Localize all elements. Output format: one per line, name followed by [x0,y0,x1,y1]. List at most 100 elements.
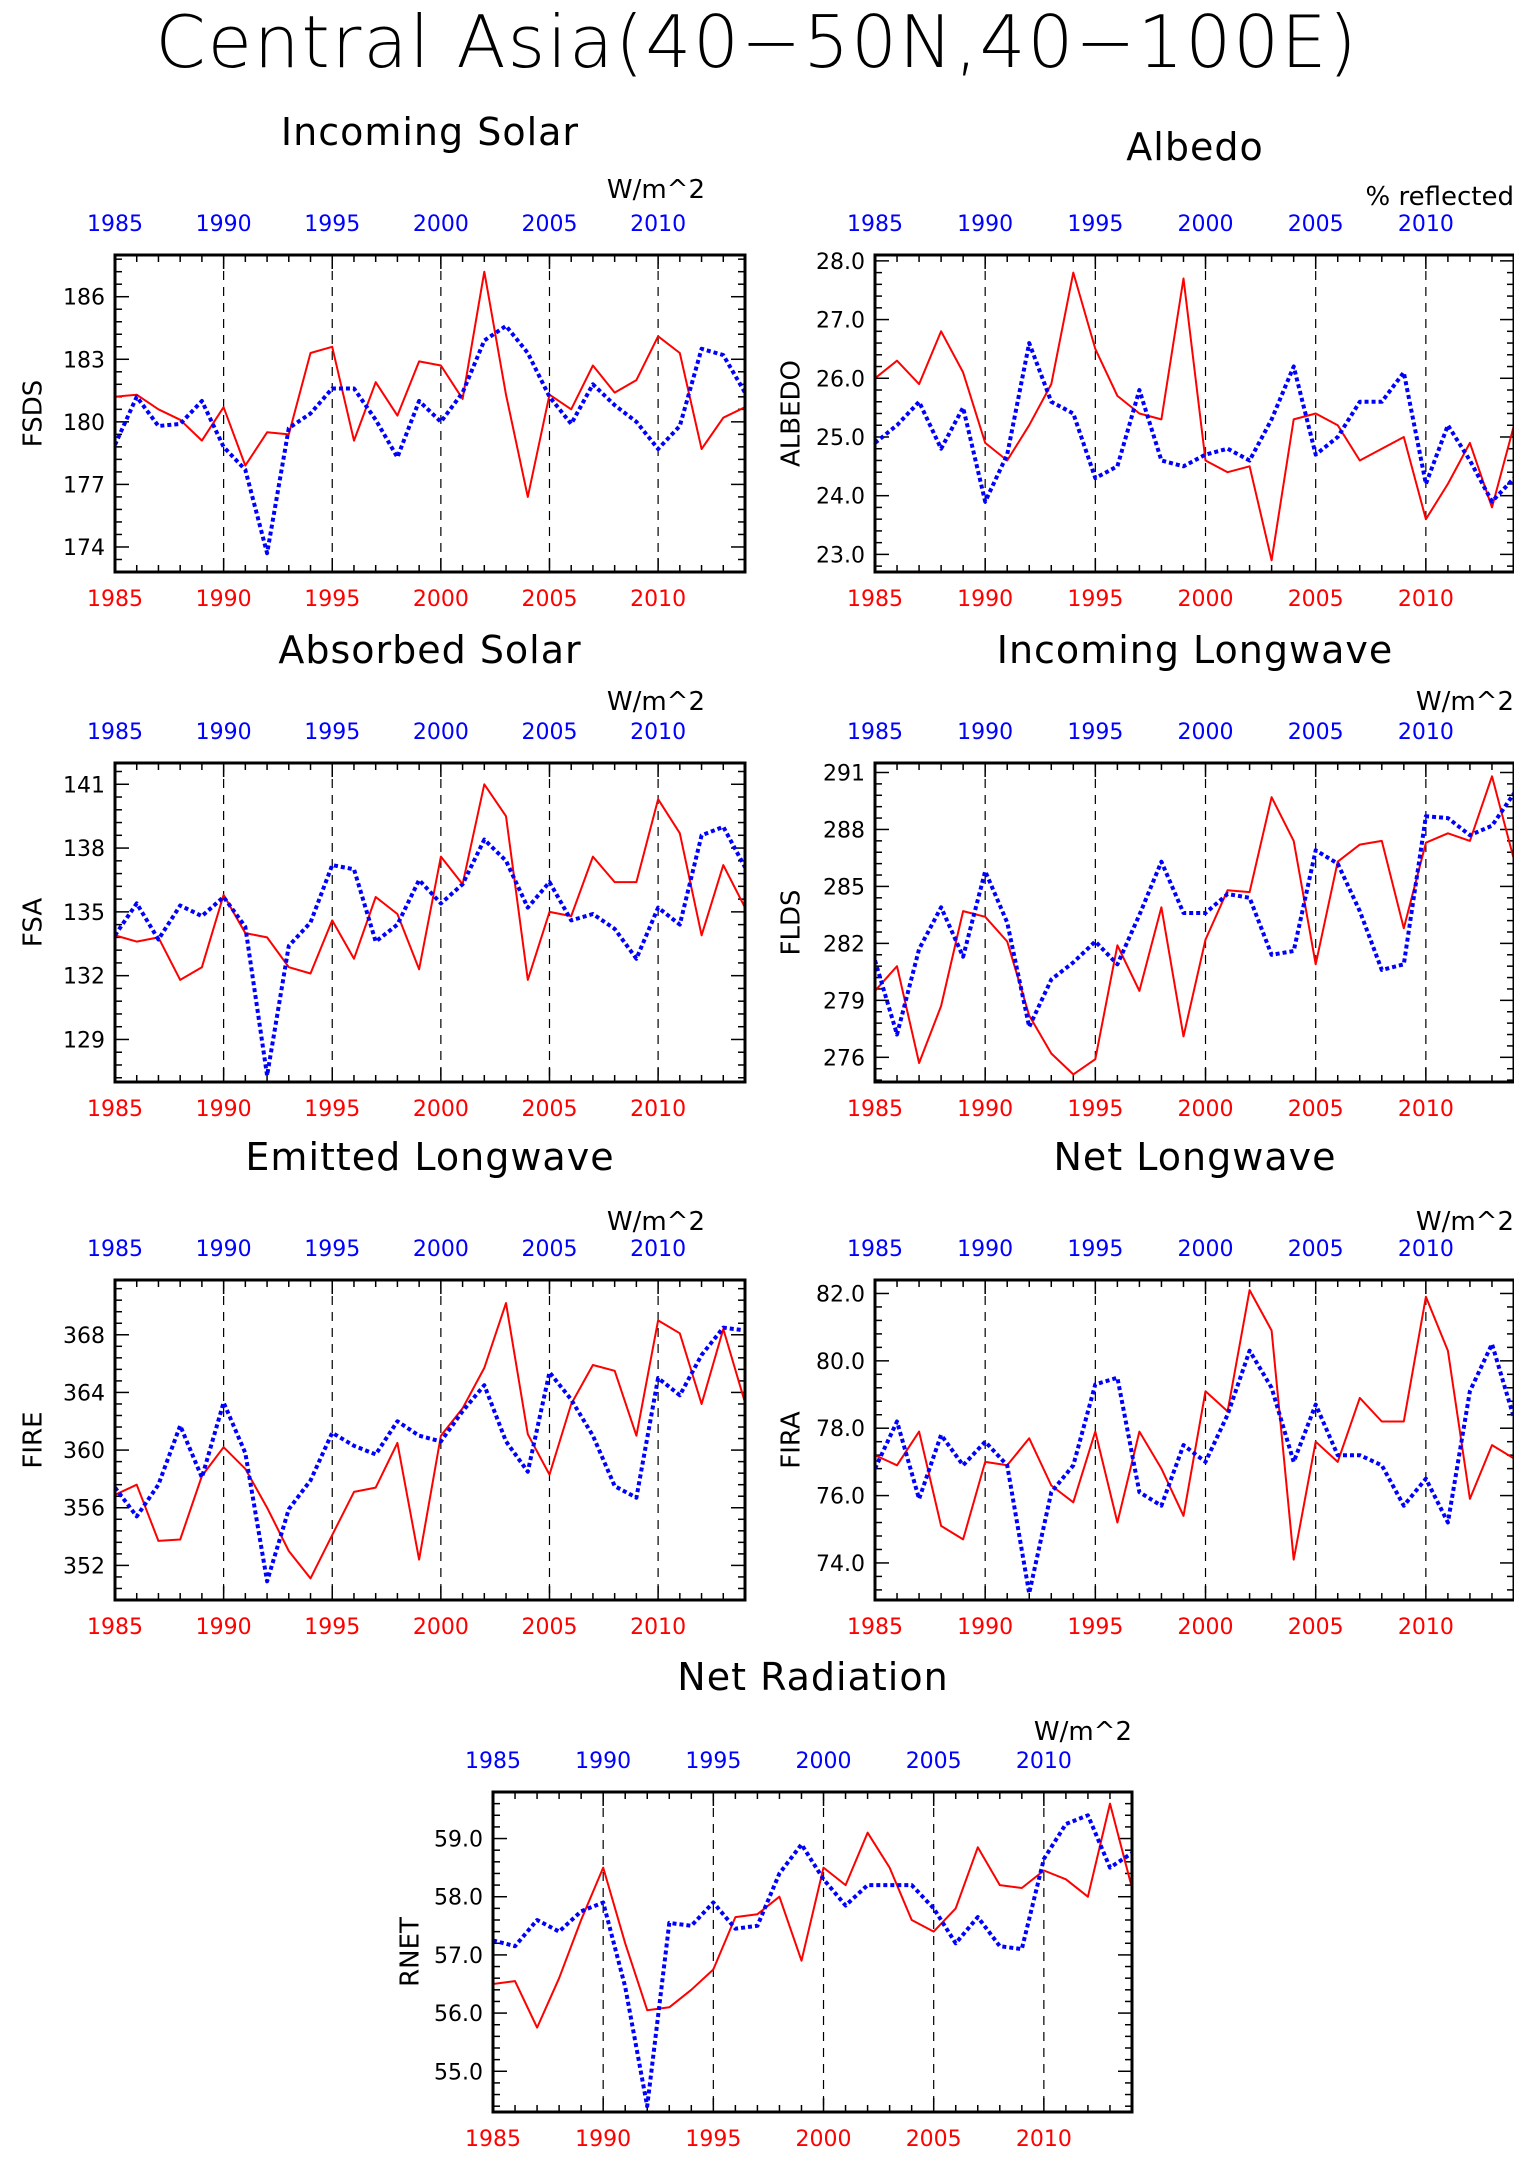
y-tick-label: 132 [63,965,105,990]
x-tick-label-bottom: 2000 [413,1097,469,1122]
x-tick-label-bottom: 1985 [87,1615,143,1640]
chart-title: Net Longwave [1054,1135,1337,1179]
units-label: W/m^2 [1416,1207,1514,1237]
x-tick-label-bottom: 2010 [630,587,686,612]
x-tick-label-top: 2005 [1288,720,1344,745]
x-tick-label-bottom: 1985 [465,2127,521,2152]
chart-panel-2: Albedo % reflected ALBEDO 1985 1985 1990 1990 1… [777,125,1514,612]
x-tick-label-top: 1990 [196,720,252,745]
y-tick-label: 276 [823,1046,865,1071]
x-tick-label-bottom: 1985 [87,1097,143,1122]
x-tick-label-top: 1990 [196,1237,252,1262]
x-tick-label-top: 2010 [630,1237,686,1262]
x-tick-label-top: 1990 [957,720,1013,745]
x-tick-label-top: 2000 [413,720,469,745]
x-tick-label-top: 2010 [1398,1237,1454,1262]
plot-frame [873,253,1514,574]
x-tick-label-bottom: 1995 [685,2127,741,2152]
units-label: W/m^2 [1034,1717,1132,1747]
x-tick-label-top: 2005 [521,720,577,745]
y-axis-label: FLDS [777,890,807,956]
units-label: W/m^2 [607,1207,705,1237]
plot-frame [113,1278,747,1602]
units-label: W/m^2 [607,175,705,205]
x-tick-label-top: 1985 [847,1237,903,1262]
x-tick-label-top: 2000 [796,1749,852,1774]
x-tick-label-top: 2000 [1178,1237,1234,1262]
units-label: % reflected [1366,182,1514,212]
x-tick-label-top: 2010 [630,212,686,237]
series-line-red [115,1302,745,1580]
x-tick-label-bottom: 2010 [1398,1615,1454,1640]
plot-frame [873,761,1514,1084]
series-line-blue [115,323,745,556]
y-axis-label: ALBEDO [777,360,807,467]
x-tick-label-top: 1995 [1067,1237,1123,1262]
x-tick-label-top: 2005 [521,212,577,237]
x-tick-label-top: 1995 [1067,720,1123,745]
y-axis-label: RNET [396,1917,426,1987]
x-tick-label-bottom: 1990 [196,587,252,612]
chart-title: Incoming Solar [281,110,579,154]
y-tick-label: 57.0 [434,1944,483,1969]
series-line-red [875,1289,1514,1561]
series-line-blue [115,1325,745,1584]
chart-panel-3: Absorbed Solar W/m^2 FSA 1985 1985 1990 1990 19… [19,628,747,1122]
y-tick-label: 368 [63,1324,105,1349]
x-tick-label-bottom: 2010 [1016,2127,1072,2152]
x-tick-label-top: 1990 [196,212,252,237]
x-tick-label-top: 2010 [1398,720,1454,745]
units-label: W/m^2 [1416,687,1514,717]
x-tick-label-bottom: 1995 [304,587,360,612]
y-axis-label: FIRE [19,1411,49,1468]
x-tick-label-bottom: 2005 [521,1615,577,1640]
x-tick-label-bottom: 2010 [630,1097,686,1122]
y-tick-label: 25.0 [816,426,865,451]
y-tick-label: 285 [823,875,865,900]
x-tick-label-bottom: 2010 [1398,1097,1454,1122]
x-tick-label-bottom: 2005 [521,1097,577,1122]
y-tick-label: 180 [63,411,105,436]
x-tick-label-top: 1985 [465,1749,521,1774]
x-tick-label-top: 1990 [957,212,1013,237]
series-line-blue [875,792,1514,1037]
x-tick-label-bottom: 1990 [196,1097,252,1122]
x-tick-label-bottom: 1990 [957,1097,1013,1122]
y-tick-label: 27.0 [816,309,865,334]
chart-title: Albedo [1126,125,1263,169]
chart-title: Incoming Longwave [997,628,1393,672]
x-tick-label-top: 2005 [1288,1237,1344,1262]
x-tick-label-bottom: 1990 [196,1615,252,1640]
plot-frame [873,1278,1514,1602]
x-tick-label-bottom: 1985 [847,1615,903,1640]
x-tick-label-top: 2000 [413,212,469,237]
plot-frame [113,761,747,1084]
y-tick-label: 59.0 [434,1828,483,1853]
series-line-red [875,775,1514,1076]
chart-title: Absorbed Solar [278,628,581,672]
y-tick-label: 78.0 [816,1417,865,1442]
y-tick-label: 282 [823,932,865,957]
chart-title: Emitted Longwave [245,1135,614,1179]
series-line-red [115,270,745,498]
x-tick-label-bottom: 2005 [521,587,577,612]
chart-panel-7: Net Radiation W/m^2 RNET 1985 1985 1990 1990 19… [396,1655,1134,2152]
x-tick-label-top: 1985 [87,1237,143,1262]
x-tick-label-bottom: 1990 [575,2127,631,2152]
y-tick-label: 80.0 [816,1350,865,1375]
y-axis-label: FSDS [19,380,49,448]
x-tick-label-bottom: 2010 [1398,587,1454,612]
x-tick-label-bottom: 2005 [1288,1097,1344,1122]
y-tick-label: 186 [63,286,105,311]
y-tick-label: 24.0 [816,485,865,510]
x-tick-label-top: 1985 [87,720,143,745]
y-tick-label: 288 [823,818,865,843]
units-label: W/m^2 [607,687,705,717]
x-tick-label-bottom: 2000 [413,1615,469,1640]
x-tick-label-bottom: 2005 [1288,1615,1344,1640]
y-tick-label: 129 [63,1028,105,1053]
x-tick-label-top: 2000 [1178,212,1234,237]
x-tick-label-top: 1985 [847,212,903,237]
x-tick-label-bottom: 2010 [630,1615,686,1640]
x-tick-label-top: 1995 [1067,212,1123,237]
